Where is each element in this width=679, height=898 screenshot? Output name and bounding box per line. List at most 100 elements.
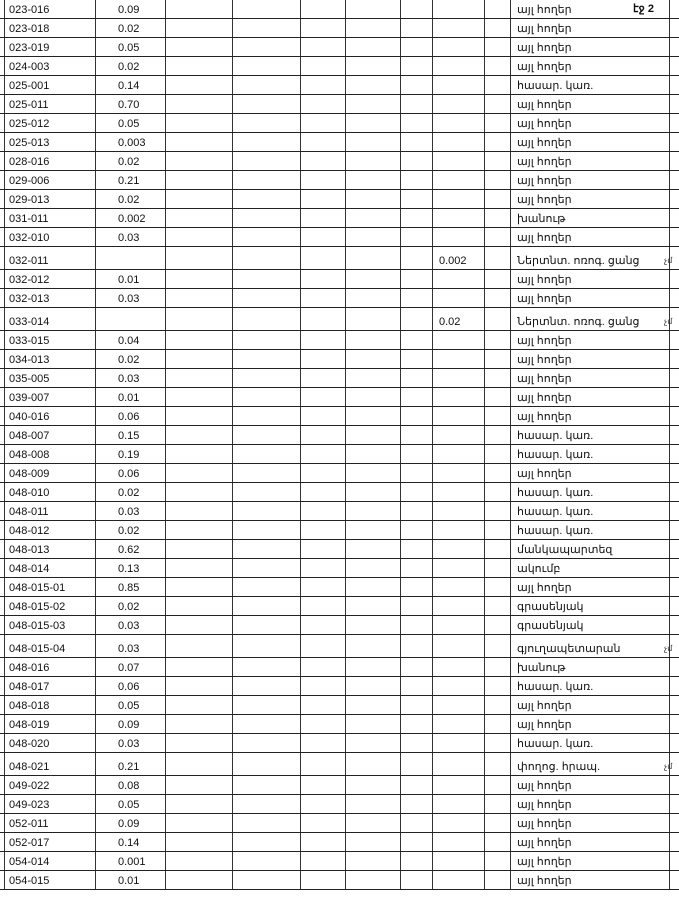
extra-value	[432, 38, 484, 56]
empty-cell	[484, 57, 510, 75]
area-value: 0.19	[95, 445, 165, 463]
parcel-code: 032-010	[4, 228, 95, 246]
area-value	[95, 247, 165, 269]
empty-cell	[345, 559, 400, 577]
empty-cell	[345, 795, 400, 813]
table-row: 032-012 0.01 այլ հողեր	[0, 270, 679, 289]
empty-cell	[232, 247, 300, 269]
parcel-code: 048-016	[4, 658, 95, 676]
empty-cell	[300, 852, 345, 870]
empty-cell	[232, 734, 300, 752]
empty-cell	[300, 616, 345, 634]
empty-cell	[300, 658, 345, 676]
empty-cell	[345, 696, 400, 714]
empty-cell	[400, 795, 432, 813]
empty-cell	[165, 308, 232, 330]
empty-cell	[300, 57, 345, 75]
parcel-code: 048-015-02	[4, 597, 95, 615]
empty-cell	[400, 209, 432, 227]
empty-cell	[300, 331, 345, 349]
extra-value	[432, 658, 484, 676]
empty-cell	[484, 289, 510, 307]
land-type: այլ հողեր	[510, 190, 670, 208]
empty-cell	[345, 76, 400, 94]
empty-cell	[300, 19, 345, 37]
table-row: 023-018 0.02 այլ հողեր	[0, 19, 679, 38]
empty-cell	[300, 388, 345, 406]
parcel-code: 024-003	[4, 57, 95, 75]
land-type: գյուղապետարան	[510, 635, 670, 657]
empty-cell	[345, 407, 400, 425]
empty-cell	[400, 76, 432, 94]
table-row: 028-016 0.02 այլ հողեր	[0, 152, 679, 171]
table-row: 025-012 0.05 այլ հողեր	[0, 114, 679, 133]
empty-cell	[345, 331, 400, 349]
empty-cell	[300, 426, 345, 444]
extra-value	[432, 852, 484, 870]
area-value: 0.02	[95, 597, 165, 615]
empty-cell	[400, 388, 432, 406]
empty-cell	[400, 597, 432, 615]
empty-cell	[484, 331, 510, 349]
empty-cell	[300, 171, 345, 189]
table-row: 048-020 0.03 հասար. կառ.	[0, 734, 679, 753]
table-row: 052-017 0.14 այլ հողեր	[0, 833, 679, 852]
empty-cell	[345, 308, 400, 330]
area-value: 0.14	[95, 76, 165, 94]
empty-cell	[165, 426, 232, 444]
empty-cell	[300, 445, 345, 463]
empty-cell	[165, 795, 232, 813]
empty-cell	[400, 38, 432, 56]
parcel-code: 040-016	[4, 407, 95, 425]
extra-value	[432, 483, 484, 501]
land-type: հասար. կառ.	[510, 677, 670, 695]
parcel-code: 025-011	[4, 95, 95, 113]
land-type: այլ հողեր	[510, 0, 670, 18]
parcel-code: 023-019	[4, 38, 95, 56]
empty-cell	[165, 76, 232, 94]
empty-cell	[300, 38, 345, 56]
table-row: 048-009 0.06 այլ հողեր	[0, 464, 679, 483]
table-row: 048-021 0.21 փողոց. հրապ. չմ	[0, 753, 679, 776]
table-row: 031-011 0.002 խանութ	[0, 209, 679, 228]
land-type: հասար. կառ.	[510, 76, 670, 94]
empty-cell	[300, 76, 345, 94]
empty-cell	[232, 426, 300, 444]
table-row: 025-013 0.003 այլ հողեր	[0, 133, 679, 152]
empty-cell	[400, 308, 432, 330]
parcel-code: 023-018	[4, 19, 95, 37]
empty-cell	[484, 350, 510, 368]
extra-value	[432, 350, 484, 368]
empty-cell	[232, 171, 300, 189]
empty-cell	[345, 38, 400, 56]
empty-cell	[484, 776, 510, 794]
empty-cell	[400, 407, 432, 425]
empty-cell	[300, 95, 345, 113]
empty-cell	[232, 57, 300, 75]
land-type: այլ հողեր	[510, 171, 670, 189]
parcel-code: 052-017	[4, 833, 95, 851]
area-value: 0.06	[95, 464, 165, 482]
parcel-code: 032-012	[4, 270, 95, 288]
empty-cell	[165, 247, 232, 269]
empty-cell	[345, 464, 400, 482]
side-mark: չմ	[664, 644, 673, 653]
empty-cell	[300, 270, 345, 288]
parcel-code: 029-013	[4, 190, 95, 208]
empty-cell	[165, 696, 232, 714]
empty-cell	[165, 133, 232, 151]
table-row: 048-007 0.15 հասար. կառ.	[0, 426, 679, 445]
extra-value	[432, 270, 484, 288]
area-value: 0.03	[95, 502, 165, 520]
empty-cell	[484, 133, 510, 151]
parcel-code: 033-015	[4, 331, 95, 349]
empty-cell	[345, 114, 400, 132]
land-type: փողոց. հրապ.	[510, 753, 670, 775]
empty-cell	[165, 814, 232, 832]
empty-cell	[345, 833, 400, 851]
table-row: 049-022 0.08 այլ հողեր	[0, 776, 679, 795]
area-value: 0.02	[95, 152, 165, 170]
empty-cell	[484, 388, 510, 406]
empty-cell	[232, 635, 300, 657]
empty-cell	[232, 289, 300, 307]
